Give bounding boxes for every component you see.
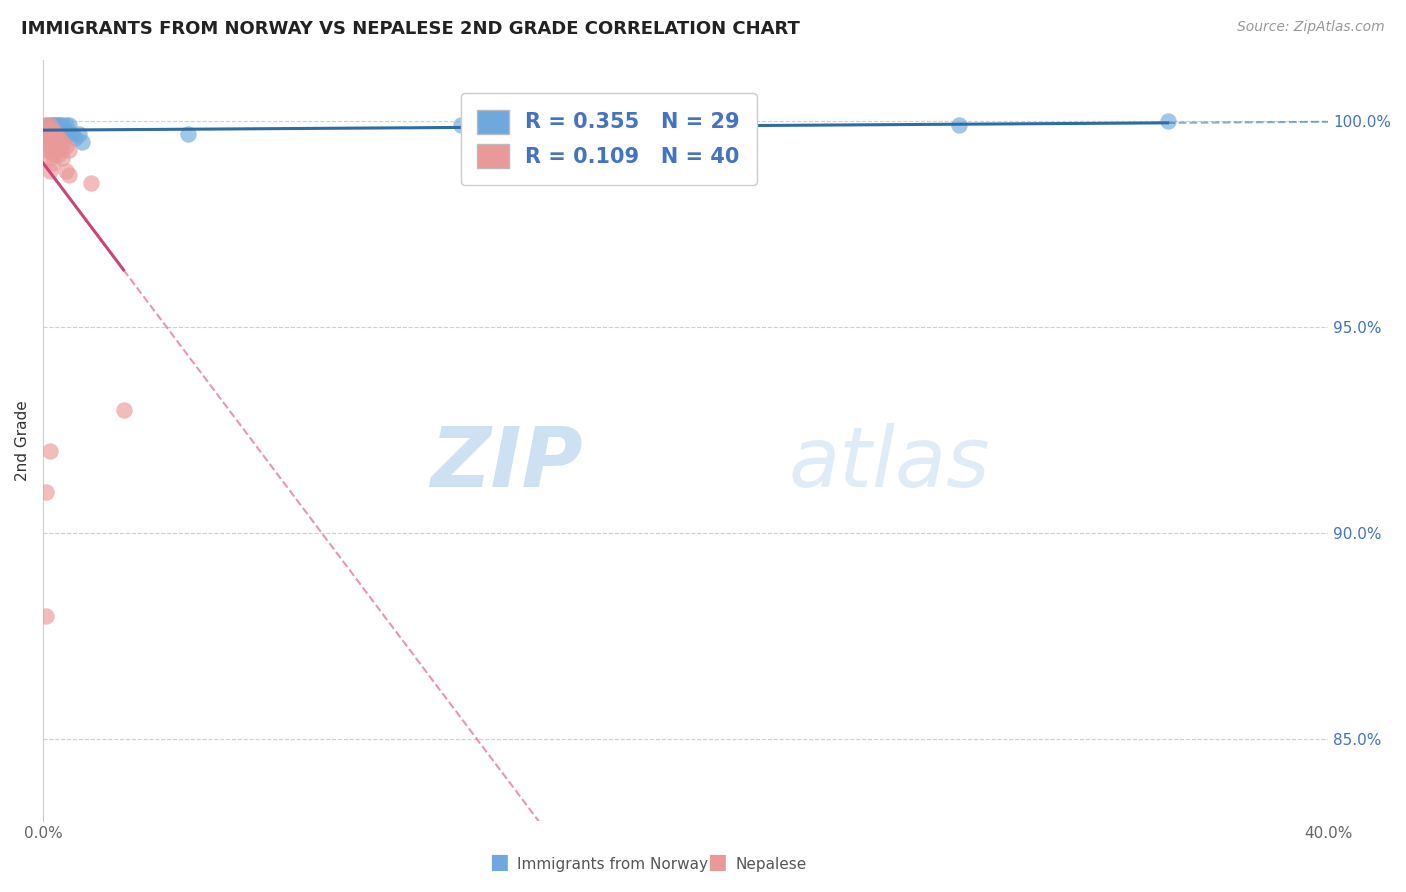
Point [48,147,70,161]
Point [58,143,80,157]
Point [112,402,135,417]
Point [38,127,60,141]
Text: Source: ZipAtlas.com: Source: ZipAtlas.com [1237,20,1385,34]
Point [51,143,73,157]
Point [48,131,70,145]
Point [38,122,60,136]
Point [45,143,67,157]
Point [51,122,73,136]
Point [35,131,58,145]
Point [45,119,67,133]
Text: ■: ■ [489,853,509,872]
Point [42,122,65,136]
Point [948,119,970,133]
Point [38,163,60,178]
Point [38,122,60,136]
Point [45,122,67,136]
Point [67,127,90,141]
Point [55,163,77,178]
Point [45,119,67,133]
Text: ZIP: ZIP [430,423,583,504]
Point [55,119,77,133]
Point [35,139,58,153]
Point [51,152,73,166]
Legend: R = 0.355   N = 29, R = 0.109   N = 40: R = 0.355 N = 29, R = 0.109 N = 40 [461,93,756,185]
Point [51,135,73,149]
Point [45,131,67,145]
Point [35,143,58,157]
Point [48,127,70,141]
Point [38,119,60,133]
Point [38,139,60,153]
Point [177,127,200,141]
Point [58,168,80,182]
Point [38,152,60,166]
Point [42,147,65,161]
Point [38,119,60,133]
Point [35,485,58,500]
Point [35,119,58,133]
Text: IMMIGRANTS FROM NORWAY VS NEPALESE 2ND GRADE CORRELATION CHART: IMMIGRANTS FROM NORWAY VS NEPALESE 2ND G… [21,20,800,37]
Point [42,127,65,141]
Point [51,127,73,141]
Point [42,122,65,136]
Point [48,119,70,133]
Point [38,143,60,157]
Point [60,127,83,141]
Point [42,155,65,169]
Point [55,139,77,153]
Point [42,131,65,145]
Point [51,119,73,133]
Point [42,119,65,133]
Text: atlas: atlas [789,423,990,504]
Point [55,122,77,136]
Point [58,127,80,141]
Point [80,176,103,190]
Point [58,119,80,133]
Point [38,131,60,145]
Point [45,127,67,141]
Point [35,135,58,149]
Point [48,119,70,133]
Point [42,139,65,153]
Point [35,127,58,141]
Text: Immigrants from Norway: Immigrants from Norway [517,857,709,872]
Point [42,127,65,141]
Point [35,119,58,133]
Point [70,135,93,149]
Text: Nepalese: Nepalese [735,857,807,872]
Point [42,119,65,133]
Text: ■: ■ [707,853,727,872]
Point [45,135,67,149]
Point [450,119,472,133]
Point [65,131,87,145]
Point [1156,114,1178,128]
Y-axis label: 2nd Grade: 2nd Grade [15,401,30,481]
Point [48,139,70,153]
Point [51,131,73,145]
Point [35,122,58,136]
Point [38,443,60,458]
Point [35,608,58,623]
